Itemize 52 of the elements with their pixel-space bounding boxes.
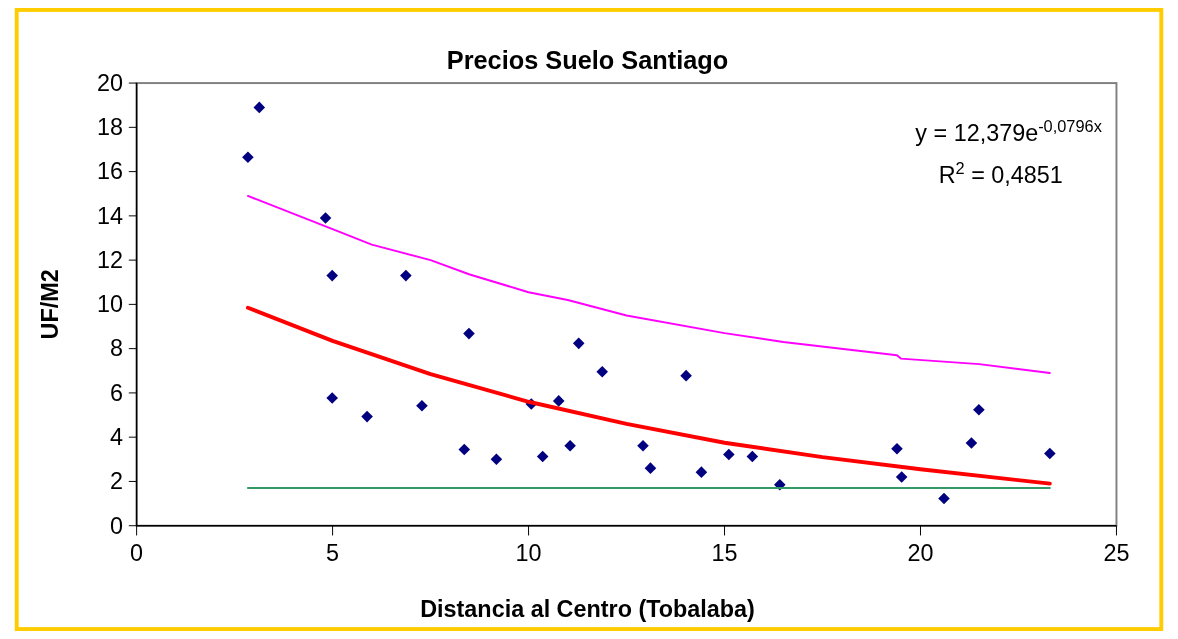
line-series xyxy=(245,305,1052,486)
y-tick-label: 2 xyxy=(109,468,123,495)
point xyxy=(242,151,254,164)
point xyxy=(723,448,735,461)
y-tick-label: 8 xyxy=(109,335,123,362)
x-tick-label: 10 xyxy=(515,539,542,566)
point xyxy=(463,327,475,340)
point xyxy=(326,269,338,282)
x-tick-label: 15 xyxy=(711,539,738,566)
point xyxy=(552,395,565,407)
point xyxy=(644,462,657,474)
point xyxy=(895,471,908,483)
y-tick-label: 12 xyxy=(96,246,123,273)
point xyxy=(637,440,649,452)
line-series xyxy=(246,194,1051,374)
point xyxy=(536,450,549,463)
point xyxy=(564,440,576,452)
y-tick-label: 6 xyxy=(109,379,123,406)
y-tick-label: 16 xyxy=(96,158,123,185)
annotation: R$^{2}$ = 0,4851 xyxy=(938,159,1063,189)
point xyxy=(400,269,412,282)
y-tick-label: 20 xyxy=(96,69,123,96)
point xyxy=(891,442,903,455)
x-axis-title: Distancia al Centro (Tobalaba) xyxy=(420,596,755,623)
point xyxy=(596,365,609,378)
point xyxy=(458,443,471,456)
y-tick-label: 4 xyxy=(109,423,123,450)
point xyxy=(572,337,585,350)
chart-title: Precios Suelo Santiago xyxy=(446,46,729,75)
x-tick-label: 0 xyxy=(130,539,144,566)
point xyxy=(253,101,266,114)
point xyxy=(973,403,985,416)
y-tick-label: 10 xyxy=(96,291,123,318)
y-tick-label: 18 xyxy=(96,114,123,141)
point xyxy=(938,492,950,505)
point xyxy=(361,410,373,423)
point xyxy=(319,212,332,224)
y-axis-title: UF/M2 xyxy=(36,269,63,340)
point xyxy=(326,392,338,404)
point xyxy=(965,437,978,449)
point xyxy=(680,369,692,382)
point xyxy=(695,466,708,478)
x-tick-label: 20 xyxy=(907,539,934,566)
annotation: y = 12,379e$^{-0,0796x}$ xyxy=(915,116,1102,146)
y-tick-label: 14 xyxy=(96,202,123,229)
point xyxy=(1044,447,1056,460)
point xyxy=(746,450,759,463)
point xyxy=(416,399,428,412)
x-tick-label: 25 xyxy=(1103,539,1130,566)
point xyxy=(490,453,503,466)
y-tick-label: 0 xyxy=(109,512,123,539)
x-tick-label: 5 xyxy=(326,539,340,566)
